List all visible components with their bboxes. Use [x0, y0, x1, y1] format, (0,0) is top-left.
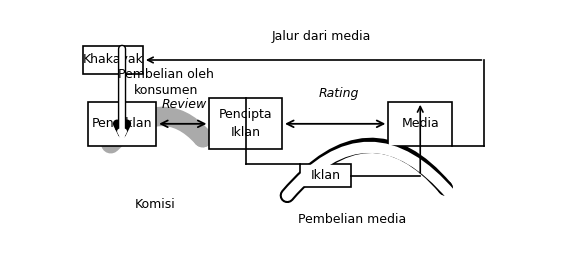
Text: Review: Review	[161, 98, 206, 111]
Text: Media: Media	[401, 117, 439, 130]
Bar	[300, 164, 351, 187]
Text: Rating: Rating	[318, 87, 359, 100]
Text: Pencipta
Iklan: Pencipta Iklan	[219, 108, 272, 139]
Bar	[88, 102, 156, 146]
Text: Iklan: Iklan	[310, 169, 340, 182]
Text: Pembelian media: Pembelian media	[298, 213, 406, 226]
FancyArrowPatch shape	[287, 147, 451, 196]
Text: Komisi: Komisi	[135, 198, 176, 211]
Text: Khakayak: Khakayak	[83, 54, 144, 67]
Bar	[83, 46, 143, 74]
Text: Jalur dari media: Jalur dari media	[271, 30, 370, 42]
Bar	[388, 102, 452, 146]
Bar	[209, 98, 282, 149]
Text: Pengiklan: Pengiklan	[92, 117, 152, 130]
FancyArrowPatch shape	[287, 145, 445, 196]
Text: Pembelian oleh
konsumen: Pembelian oleh konsumen	[119, 68, 214, 97]
FancyArrowPatch shape	[111, 116, 203, 144]
